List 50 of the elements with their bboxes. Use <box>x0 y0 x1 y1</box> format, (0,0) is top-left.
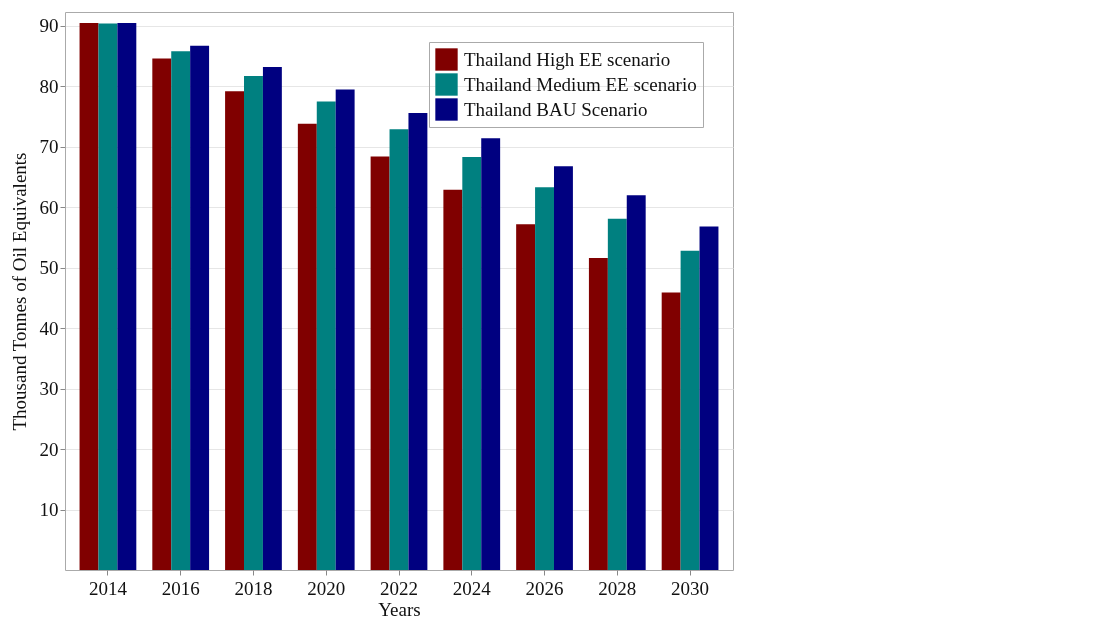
x-tick-label: 2026 <box>525 577 564 599</box>
x-tick-label: 2020 <box>307 577 346 599</box>
y-tick-label: 10 <box>39 499 59 521</box>
bar <box>607 218 627 570</box>
bar <box>553 166 573 570</box>
x-tick-label: 2028 <box>598 577 637 599</box>
bar <box>335 89 355 570</box>
bar <box>535 187 554 570</box>
bar <box>661 292 681 570</box>
legend-label: Thailand Medium EE scenario <box>464 73 697 95</box>
bar <box>481 138 501 570</box>
x-tick-label: 2030 <box>671 577 710 599</box>
bar <box>262 67 282 570</box>
x-tick-label: 2022 <box>380 577 418 599</box>
y-tick-label: 70 <box>39 136 59 158</box>
bar <box>171 51 191 570</box>
y-tick-label: 30 <box>39 378 59 400</box>
y-axis-title: Thousand Tonnes of Oil Equivalents <box>8 152 30 431</box>
bar <box>516 224 536 570</box>
y-tick-label: 80 <box>39 75 59 97</box>
bar <box>79 22 99 570</box>
x-tick-label: 2024 <box>452 577 492 599</box>
bar <box>626 195 646 570</box>
bar <box>244 76 263 570</box>
bar <box>680 250 700 570</box>
legend-label: Thailand BAU Scenario <box>464 98 648 120</box>
bar <box>588 258 608 570</box>
bar <box>297 123 317 570</box>
bar <box>152 58 172 570</box>
bar <box>389 129 409 570</box>
bar <box>370 156 390 570</box>
x-tick-label: 2014 <box>88 577 128 599</box>
bar <box>98 23 118 570</box>
bar <box>117 22 137 570</box>
bar <box>462 157 482 570</box>
bar <box>408 112 428 570</box>
x-tick-label: 2018 <box>234 577 273 599</box>
bar <box>225 91 245 570</box>
bar <box>316 101 336 570</box>
y-tick-label: 90 <box>39 15 59 37</box>
y-tick-label: 50 <box>39 257 59 279</box>
y-tick-label: 40 <box>39 317 59 339</box>
x-tick-label: 2016 <box>161 577 200 599</box>
bar <box>699 226 719 570</box>
y-tick-label: 60 <box>39 196 59 218</box>
y-tick-label: 20 <box>39 438 59 460</box>
bar <box>190 45 210 570</box>
legend-label: Thailand High EE scenario <box>464 48 671 70</box>
x-axis-title: Years <box>378 598 421 620</box>
bar <box>443 189 463 570</box>
